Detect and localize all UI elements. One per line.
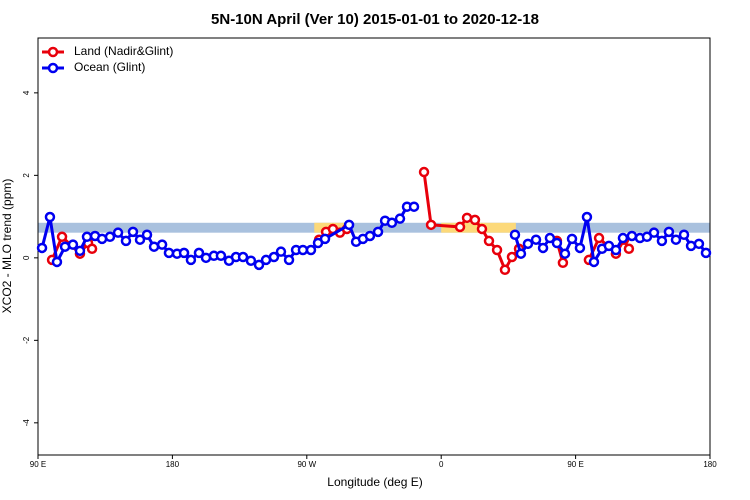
- data-point: [343, 219, 355, 231]
- data-point: [626, 230, 638, 242]
- data-point: [509, 229, 521, 240]
- data-point: [44, 211, 56, 223]
- data-point: [522, 238, 534, 250]
- data-point: [566, 233, 578, 245]
- data-point: [127, 226, 139, 238]
- legend-marker: [47, 62, 59, 74]
- data-point: [610, 244, 622, 256]
- y-tick-label: 4: [22, 90, 31, 95]
- legend-marker: [47, 46, 59, 58]
- data-point: [253, 259, 265, 271]
- x-tick-label: 90 E: [30, 460, 46, 469]
- y-tick-label: 0: [22, 255, 31, 260]
- data-point: [148, 241, 160, 252]
- data-point: [297, 244, 309, 256]
- data-point: [120, 235, 132, 247]
- data-point: [56, 231, 68, 243]
- data-point: [425, 219, 437, 231]
- data-point: [134, 234, 146, 245]
- data-point: [408, 201, 420, 212]
- legend-label: Ocean (Glint): [74, 60, 145, 74]
- data-point: [112, 227, 124, 238]
- y-tick-label: -4: [22, 419, 31, 427]
- x-tick-label: 90 W: [297, 460, 316, 469]
- data-point: [185, 254, 197, 266]
- data-point: [237, 251, 249, 263]
- x-tick-label: 180: [703, 460, 717, 469]
- data-point: [364, 230, 376, 242]
- data-point: [86, 243, 98, 255]
- data-point: [663, 226, 675, 238]
- data-point: [693, 238, 705, 250]
- data-point: [617, 232, 629, 244]
- y-tick-label: -2: [22, 336, 31, 344]
- data-point: [305, 244, 317, 256]
- data-point: [491, 244, 503, 256]
- data-point: [418, 166, 430, 178]
- data-point: [81, 231, 93, 243]
- y-tick-label: 2: [22, 173, 31, 178]
- data-point: [544, 232, 556, 244]
- data-point: [530, 234, 542, 245]
- data-point: [670, 234, 682, 245]
- data-point: [700, 247, 712, 259]
- chart-title: 5N-10N April (Ver 10) 2015-01-01 to 2020…: [211, 11, 539, 28]
- data-point: [454, 221, 466, 233]
- data-point: [74, 245, 86, 257]
- data-point: [178, 247, 190, 259]
- x-tick-label: 180: [166, 460, 180, 469]
- data-point: [623, 243, 635, 255]
- data-point: [581, 211, 593, 223]
- data-point: [141, 229, 153, 240]
- data-point: [574, 242, 586, 254]
- x-tick-label: 90 E: [567, 460, 583, 469]
- data-point: [319, 233, 331, 245]
- data-point: [283, 254, 295, 266]
- series-line: [50, 171, 631, 274]
- data-point: [483, 235, 495, 247]
- data-point: [386, 217, 398, 229]
- reference-band: [38, 222, 710, 233]
- data-point: [51, 256, 63, 268]
- data-point: [593, 232, 605, 244]
- data-point: [36, 242, 48, 254]
- data-point: [104, 231, 116, 243]
- data-point: [163, 247, 175, 259]
- data-point: [268, 251, 280, 263]
- data-point: [656, 235, 668, 247]
- data-point: [476, 223, 488, 235]
- y-axis-label: XCO2 - MLO trend (ppm): [0, 179, 14, 314]
- data-point: [678, 229, 690, 240]
- data-point: [275, 246, 287, 257]
- data-point: [588, 256, 600, 268]
- data-point: [469, 214, 481, 226]
- x-axis-label: Longitude (deg E): [327, 475, 422, 489]
- data-point: [559, 248, 571, 259]
- legend-label: Land (Nadir&Glint): [74, 44, 173, 58]
- data-point: [156, 239, 168, 250]
- data-point: [557, 257, 569, 269]
- data-point: [499, 264, 511, 276]
- x-tick-label: 0: [439, 460, 444, 469]
- data-point: [648, 227, 660, 238]
- data-point: [193, 247, 205, 259]
- data-point: [372, 226, 384, 238]
- data-point: [394, 213, 406, 224]
- data-point: [537, 242, 549, 254]
- data-point: [551, 237, 563, 249]
- data-point: [506, 251, 518, 263]
- data-point: [67, 239, 79, 250]
- data-point: [215, 250, 227, 262]
- data-point: [245, 255, 257, 266]
- data-point: [515, 248, 527, 259]
